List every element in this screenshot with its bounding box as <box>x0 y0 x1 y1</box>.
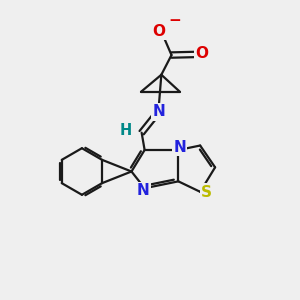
Text: N: N <box>137 183 149 198</box>
Text: O: O <box>152 24 166 39</box>
Text: −: − <box>169 13 181 28</box>
Text: O: O <box>196 46 208 61</box>
Text: H: H <box>120 123 132 138</box>
Text: S: S <box>201 185 212 200</box>
Text: N: N <box>173 140 186 154</box>
Text: N: N <box>153 104 165 119</box>
